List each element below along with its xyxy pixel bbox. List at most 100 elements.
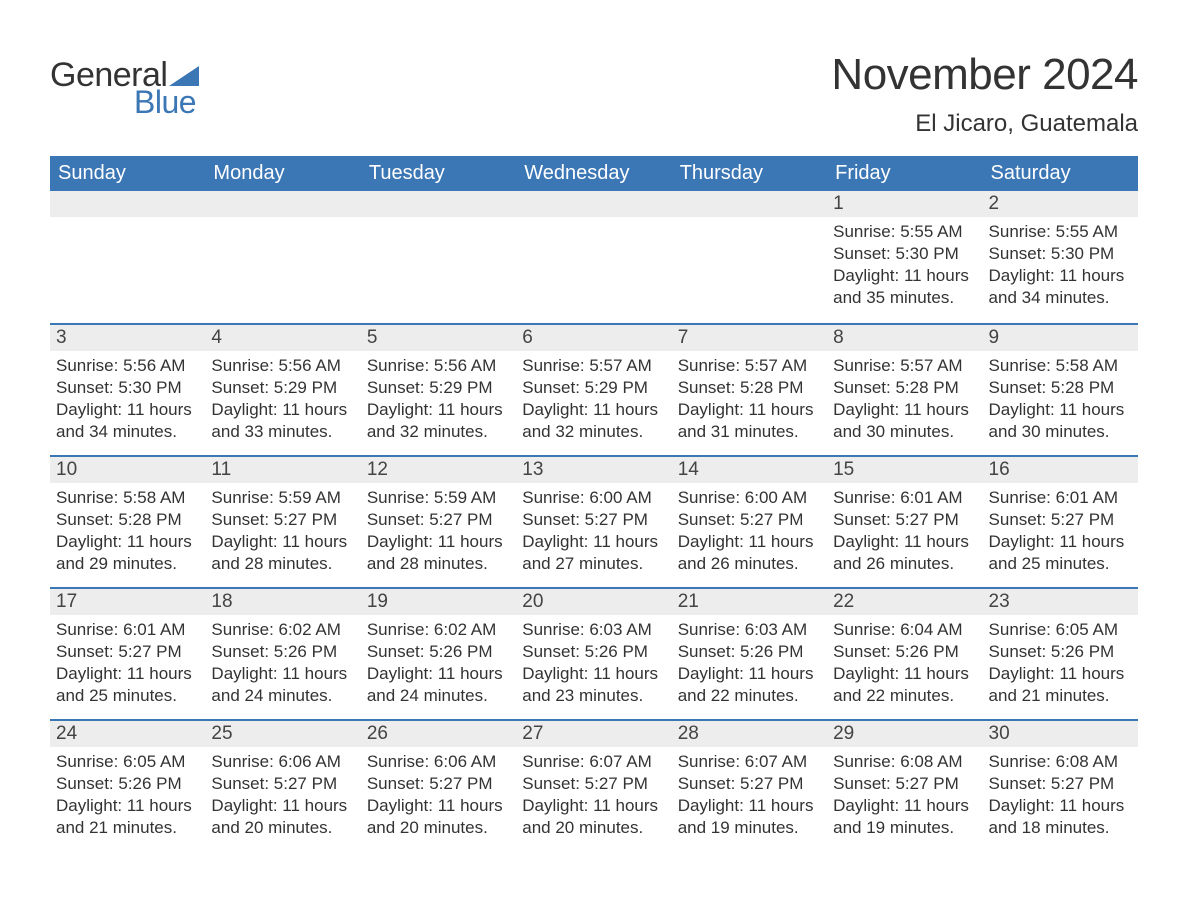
daylight-line-2: and 19 minutes. bbox=[678, 817, 821, 839]
brand-logo: General Blue bbox=[50, 58, 199, 118]
day-details: Sunrise: 6:02 AMSunset: 5:26 PMDaylight:… bbox=[361, 615, 516, 713]
day-details: Sunrise: 6:01 AMSunset: 5:27 PMDaylight:… bbox=[983, 483, 1138, 581]
daylight-line-2: and 18 minutes. bbox=[989, 817, 1132, 839]
sunrise-line: Sunrise: 6:08 AM bbox=[989, 751, 1132, 773]
sunrise-line: Sunrise: 5:57 AM bbox=[522, 355, 665, 377]
sunset-line: Sunset: 5:27 PM bbox=[367, 773, 510, 795]
daylight-line-2: and 21 minutes. bbox=[56, 817, 199, 839]
weekday-header: Monday bbox=[205, 156, 360, 191]
sunset-line: Sunset: 5:27 PM bbox=[989, 773, 1132, 795]
daylight-line-1: Daylight: 11 hours bbox=[833, 399, 976, 421]
calendar-cell: 12Sunrise: 5:59 AMSunset: 5:27 PMDayligh… bbox=[361, 455, 516, 587]
day-details: Sunrise: 5:57 AMSunset: 5:29 PMDaylight:… bbox=[516, 351, 671, 449]
day-number: 16 bbox=[983, 455, 1138, 483]
sunset-line: Sunset: 5:29 PM bbox=[211, 377, 354, 399]
day-details: Sunrise: 6:05 AMSunset: 5:26 PMDaylight:… bbox=[50, 747, 205, 845]
calendar-cell: 2Sunrise: 5:55 AMSunset: 5:30 PMDaylight… bbox=[983, 191, 1138, 323]
sunset-line: Sunset: 5:30 PM bbox=[56, 377, 199, 399]
day-details: Sunrise: 5:59 AMSunset: 5:27 PMDaylight:… bbox=[361, 483, 516, 581]
sunset-line: Sunset: 5:26 PM bbox=[522, 641, 665, 663]
daylight-line-2: and 27 minutes. bbox=[522, 553, 665, 575]
daylight-line-2: and 34 minutes. bbox=[989, 287, 1132, 309]
sunrise-line: Sunrise: 6:02 AM bbox=[367, 619, 510, 641]
day-details: Sunrise: 5:55 AMSunset: 5:30 PMDaylight:… bbox=[827, 217, 982, 315]
calendar-cell: 16Sunrise: 6:01 AMSunset: 5:27 PMDayligh… bbox=[983, 455, 1138, 587]
daylight-line-2: and 21 minutes. bbox=[989, 685, 1132, 707]
day-details: Sunrise: 6:01 AMSunset: 5:27 PMDaylight:… bbox=[827, 483, 982, 581]
calendar-cell: 29Sunrise: 6:08 AMSunset: 5:27 PMDayligh… bbox=[827, 719, 982, 851]
calendar-cell: 23Sunrise: 6:05 AMSunset: 5:26 PMDayligh… bbox=[983, 587, 1138, 719]
daylight-line-2: and 29 minutes. bbox=[56, 553, 199, 575]
daylight-line-2: and 20 minutes. bbox=[367, 817, 510, 839]
sunrise-line: Sunrise: 6:05 AM bbox=[56, 751, 199, 773]
daylight-line-2: and 32 minutes. bbox=[522, 421, 665, 443]
daylight-line-1: Daylight: 11 hours bbox=[678, 399, 821, 421]
month-title: November 2024 bbox=[831, 50, 1138, 100]
day-number: 27 bbox=[516, 719, 671, 747]
calendar-cell: 15Sunrise: 6:01 AMSunset: 5:27 PMDayligh… bbox=[827, 455, 982, 587]
empty-day-head bbox=[361, 191, 516, 217]
sunrise-line: Sunrise: 6:05 AM bbox=[989, 619, 1132, 641]
day-number: 23 bbox=[983, 587, 1138, 615]
day-number: 29 bbox=[827, 719, 982, 747]
daylight-line-1: Daylight: 11 hours bbox=[56, 663, 199, 685]
empty-day-head bbox=[50, 191, 205, 217]
logo-text-blue: Blue bbox=[134, 86, 199, 118]
calendar-cell: 24Sunrise: 6:05 AMSunset: 5:26 PMDayligh… bbox=[50, 719, 205, 851]
sunset-line: Sunset: 5:27 PM bbox=[56, 641, 199, 663]
calendar-cell: 8Sunrise: 5:57 AMSunset: 5:28 PMDaylight… bbox=[827, 323, 982, 455]
daylight-line-2: and 26 minutes. bbox=[678, 553, 821, 575]
sunrise-line: Sunrise: 6:02 AM bbox=[211, 619, 354, 641]
day-number: 9 bbox=[983, 323, 1138, 351]
sunset-line: Sunset: 5:29 PM bbox=[522, 377, 665, 399]
daylight-line-2: and 28 minutes. bbox=[367, 553, 510, 575]
calendar-cell: 19Sunrise: 6:02 AMSunset: 5:26 PMDayligh… bbox=[361, 587, 516, 719]
sunrise-line: Sunrise: 5:57 AM bbox=[678, 355, 821, 377]
daylight-line-2: and 22 minutes. bbox=[833, 685, 976, 707]
sunrise-line: Sunrise: 5:59 AM bbox=[367, 487, 510, 509]
sunset-line: Sunset: 5:28 PM bbox=[989, 377, 1132, 399]
calendar-cell: 17Sunrise: 6:01 AMSunset: 5:27 PMDayligh… bbox=[50, 587, 205, 719]
sunset-line: Sunset: 5:27 PM bbox=[833, 773, 976, 795]
day-number: 15 bbox=[827, 455, 982, 483]
daylight-line-2: and 20 minutes. bbox=[522, 817, 665, 839]
weekday-header: Tuesday bbox=[361, 156, 516, 191]
calendar-row: 3Sunrise: 5:56 AMSunset: 5:30 PMDaylight… bbox=[50, 323, 1138, 455]
weekday-header: Thursday bbox=[672, 156, 827, 191]
day-number: 2 bbox=[983, 191, 1138, 217]
sunrise-line: Sunrise: 6:01 AM bbox=[989, 487, 1132, 509]
calendar-page: General Blue November 2024 El Jicaro, Gu… bbox=[0, 0, 1188, 891]
daylight-line-1: Daylight: 11 hours bbox=[211, 795, 354, 817]
daylight-line-1: Daylight: 11 hours bbox=[367, 795, 510, 817]
calendar-cell: 25Sunrise: 6:06 AMSunset: 5:27 PMDayligh… bbox=[205, 719, 360, 851]
empty-day-head bbox=[672, 191, 827, 217]
calendar-body: 1Sunrise: 5:55 AMSunset: 5:30 PMDaylight… bbox=[50, 191, 1138, 851]
daylight-line-1: Daylight: 11 hours bbox=[367, 531, 510, 553]
day-number: 30 bbox=[983, 719, 1138, 747]
daylight-line-1: Daylight: 11 hours bbox=[833, 265, 976, 287]
daylight-line-1: Daylight: 11 hours bbox=[211, 663, 354, 685]
sunrise-line: Sunrise: 5:55 AM bbox=[989, 221, 1132, 243]
sunset-line: Sunset: 5:30 PM bbox=[833, 243, 976, 265]
sunset-line: Sunset: 5:29 PM bbox=[367, 377, 510, 399]
day-details: Sunrise: 5:57 AMSunset: 5:28 PMDaylight:… bbox=[672, 351, 827, 449]
day-number: 7 bbox=[672, 323, 827, 351]
calendar-cell: 20Sunrise: 6:03 AMSunset: 5:26 PMDayligh… bbox=[516, 587, 671, 719]
daylight-line-2: and 30 minutes. bbox=[833, 421, 976, 443]
daylight-line-1: Daylight: 11 hours bbox=[56, 795, 199, 817]
sunrise-line: Sunrise: 5:58 AM bbox=[56, 487, 199, 509]
weekday-header: Wednesday bbox=[516, 156, 671, 191]
sunrise-line: Sunrise: 6:06 AM bbox=[211, 751, 354, 773]
day-details: Sunrise: 5:59 AMSunset: 5:27 PMDaylight:… bbox=[205, 483, 360, 581]
day-number: 19 bbox=[361, 587, 516, 615]
day-details: Sunrise: 6:03 AMSunset: 5:26 PMDaylight:… bbox=[516, 615, 671, 713]
day-details: Sunrise: 5:58 AMSunset: 5:28 PMDaylight:… bbox=[983, 351, 1138, 449]
calendar-cell: 4Sunrise: 5:56 AMSunset: 5:29 PMDaylight… bbox=[205, 323, 360, 455]
day-details: Sunrise: 5:58 AMSunset: 5:28 PMDaylight:… bbox=[50, 483, 205, 581]
calendar-row: 24Sunrise: 6:05 AMSunset: 5:26 PMDayligh… bbox=[50, 719, 1138, 851]
day-number: 6 bbox=[516, 323, 671, 351]
sunset-line: Sunset: 5:30 PM bbox=[989, 243, 1132, 265]
daylight-line-1: Daylight: 11 hours bbox=[522, 531, 665, 553]
sunset-line: Sunset: 5:26 PM bbox=[211, 641, 354, 663]
sunset-line: Sunset: 5:27 PM bbox=[678, 509, 821, 531]
